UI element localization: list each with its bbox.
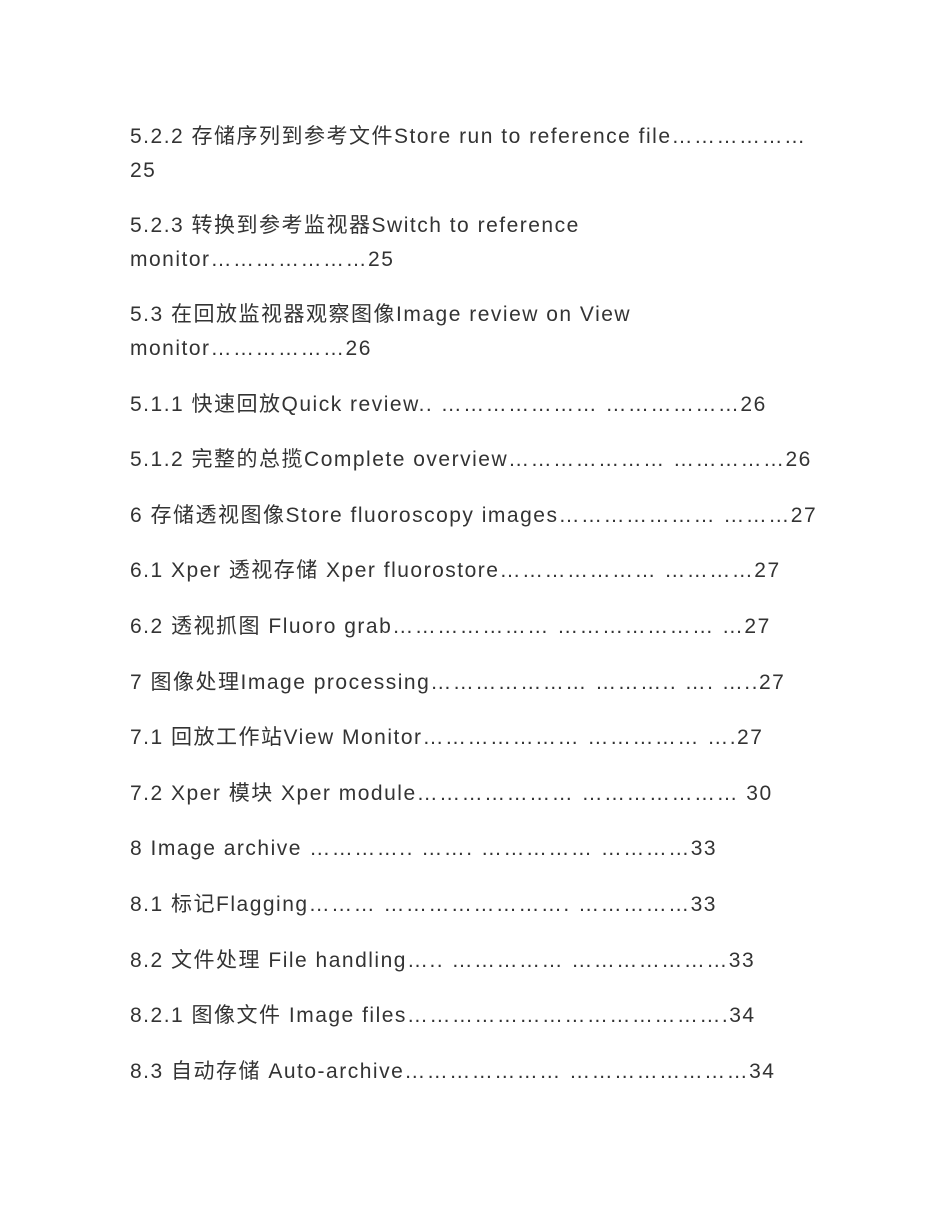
toc-entry: 8.1 标记Flagging……… ……………………. ……………33 xyxy=(130,888,820,922)
toc-entry: 6.1 Xper 透视存储 Xper fluorostore………………… ……… xyxy=(130,554,820,588)
toc-container: 5.2.2 存储序列到参考文件Store run to reference fi… xyxy=(130,120,820,1088)
toc-entry: 8.2.1 图像文件 Image files…………………………………….34 xyxy=(130,999,820,1033)
toc-entry: 7.1 回放工作站View Monitor………………… …………… ….27 xyxy=(130,721,820,755)
toc-entry: 6 存储透视图像Store fluoroscopy images………………… … xyxy=(130,499,820,533)
toc-entry: 8.3 自动存储 Auto-archive………………… ……………………34 xyxy=(130,1055,820,1089)
toc-entry: 5.2.2 存储序列到参考文件Store run to reference fi… xyxy=(130,120,820,187)
toc-entry: 7 图像处理Image processing………………… ……….. …. …… xyxy=(130,666,820,700)
toc-entry: 8 Image archive ………….. ……. …………… …………33 xyxy=(130,832,820,866)
toc-entry: 5.2.3 转换到参考监视器Switch to reference monito… xyxy=(130,209,820,276)
toc-entry: 5.3 在回放监视器观察图像Image review on View monit… xyxy=(130,298,820,365)
toc-entry: 6.2 透视抓图 Fluoro grab………………… ………………… …27 xyxy=(130,610,820,644)
toc-entry: 7.2 Xper 模块 Xper module………………… ………………… 3… xyxy=(130,777,820,811)
toc-entry: 5.1.1 快速回放Quick review.. ………………… ………………2… xyxy=(130,388,820,422)
toc-entry: 5.1.2 完整的总揽Complete overview………………… …………… xyxy=(130,443,820,477)
toc-entry: 8.2 文件处理 File handling….. …………… …………………3… xyxy=(130,944,820,978)
